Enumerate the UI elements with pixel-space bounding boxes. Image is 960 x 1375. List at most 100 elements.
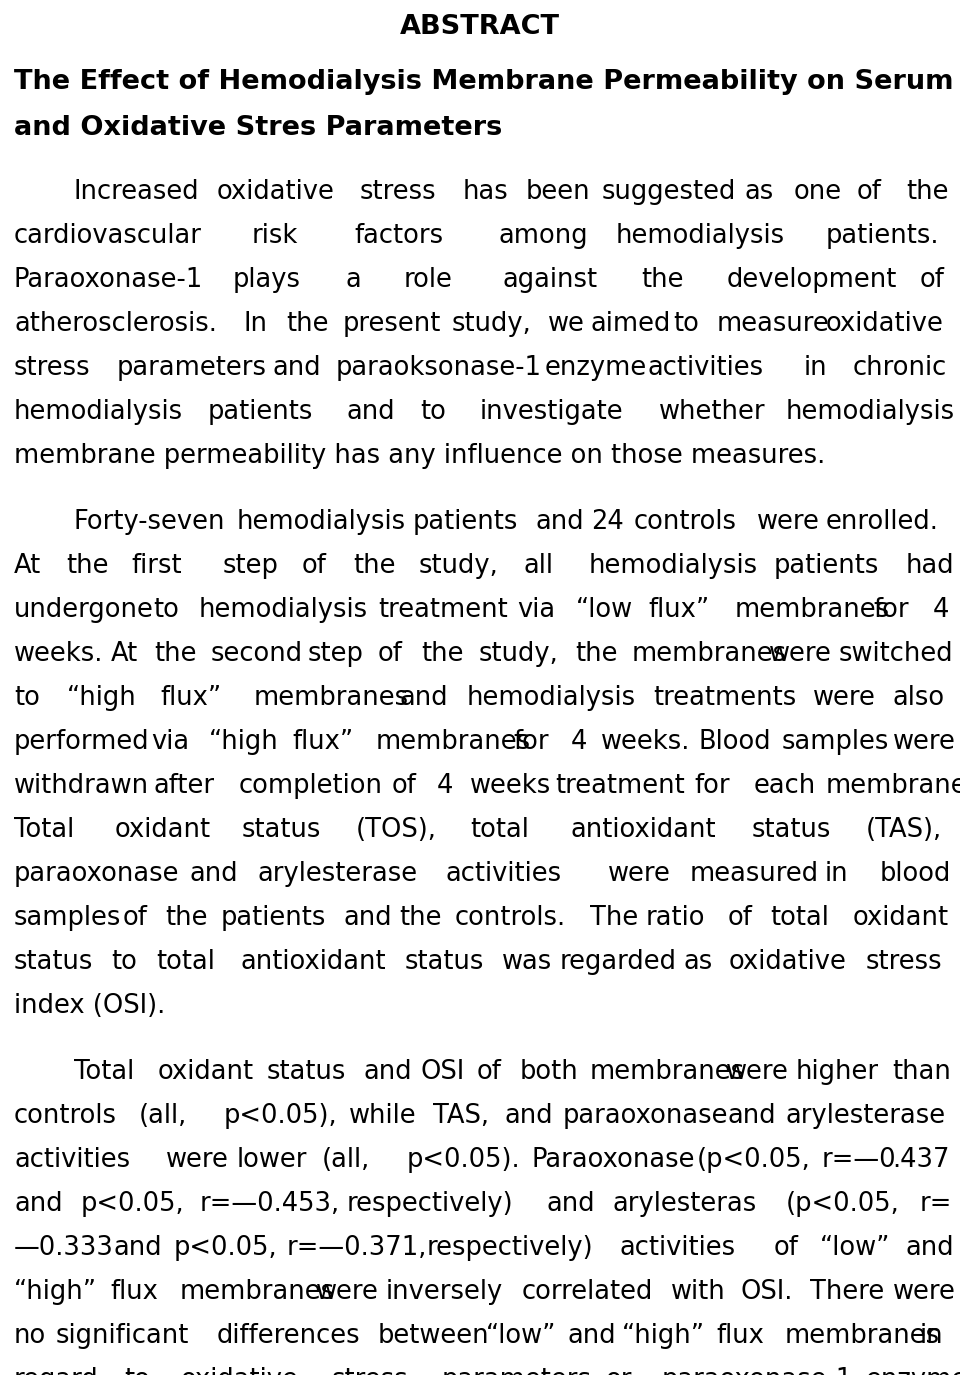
Text: paraoxonase: paraoxonase (14, 861, 180, 887)
Text: stress: stress (14, 355, 90, 381)
Text: r=—0.371,: r=—0.371, (287, 1235, 427, 1261)
Text: controls.: controls. (454, 905, 565, 931)
Text: controls: controls (14, 1103, 117, 1129)
Text: as: as (684, 949, 713, 975)
Text: were: were (893, 1279, 955, 1305)
Text: study,: study, (419, 553, 498, 579)
Text: the: the (641, 267, 684, 293)
Text: suggested: suggested (602, 179, 736, 205)
Text: whether: whether (660, 399, 766, 425)
Text: via: via (517, 597, 556, 623)
Text: to: to (420, 399, 445, 425)
Text: activities: activities (445, 861, 562, 887)
Text: aimed: aimed (590, 311, 671, 337)
Text: antioxidant: antioxidant (571, 817, 716, 843)
Text: membranes: membranes (632, 641, 787, 667)
Text: patients.: patients. (826, 223, 939, 249)
Text: and: and (399, 685, 448, 711)
Text: paraoxonase-1: paraoxonase-1 (662, 1367, 853, 1375)
Text: At: At (110, 641, 138, 667)
Text: “high: “high (208, 729, 278, 755)
Text: the: the (575, 641, 617, 667)
Text: stress: stress (331, 1367, 408, 1375)
Text: the: the (421, 641, 464, 667)
Text: weeks.: weeks. (14, 641, 104, 667)
Text: and: and (505, 1103, 553, 1129)
Text: the: the (155, 641, 197, 667)
Text: membranes: membranes (589, 1059, 745, 1085)
Text: after: after (154, 773, 214, 799)
Text: parameters: parameters (442, 1367, 591, 1375)
Text: each: each (754, 773, 816, 799)
Text: respectively): respectively) (347, 1191, 514, 1217)
Text: Total: Total (74, 1059, 134, 1085)
Text: paraoxonase: paraoxonase (563, 1103, 729, 1129)
Text: membranes: membranes (180, 1279, 335, 1305)
Text: index (OSI).: index (OSI). (14, 993, 165, 1019)
Text: oxidant: oxidant (114, 817, 211, 843)
Text: chronic: chronic (852, 355, 947, 381)
Text: and: and (364, 1059, 412, 1085)
Text: inversely: inversely (385, 1279, 502, 1305)
Text: samples: samples (782, 729, 889, 755)
Text: study,: study, (452, 311, 532, 337)
Text: oxidative: oxidative (217, 179, 335, 205)
Text: enzyme: enzyme (544, 355, 647, 381)
Text: of: of (856, 179, 881, 205)
Text: hemodialysis: hemodialysis (237, 509, 406, 535)
Text: membranes: membranes (734, 597, 890, 623)
Text: the: the (286, 311, 329, 337)
Text: of: of (728, 905, 753, 931)
Text: were: were (726, 1059, 789, 1085)
Text: “low”: “low” (486, 1323, 557, 1349)
Text: (p<0.05,: (p<0.05, (786, 1191, 900, 1217)
Text: and: and (728, 1103, 777, 1129)
Text: Paraoxonase: Paraoxonase (532, 1147, 695, 1173)
Text: treatment: treatment (378, 597, 508, 623)
Text: patients: patients (221, 905, 326, 931)
Text: treatments: treatments (653, 685, 796, 711)
Text: and: and (273, 355, 322, 381)
Text: in: in (804, 355, 827, 381)
Text: membrane permeability has any influence on those measures.: membrane permeability has any influence … (14, 443, 826, 469)
Text: and: and (536, 509, 584, 535)
Text: total: total (156, 949, 215, 975)
Text: first: first (131, 553, 181, 579)
Text: also: also (893, 685, 945, 711)
Text: (p<0.05,: (p<0.05, (696, 1147, 810, 1173)
Text: withdrawn: withdrawn (14, 773, 149, 799)
Text: to: to (154, 597, 180, 623)
Text: risk: risk (252, 223, 298, 249)
Text: factors: factors (355, 223, 444, 249)
Text: 4: 4 (932, 597, 949, 623)
Text: and: and (906, 1235, 954, 1261)
Text: differences: differences (217, 1323, 360, 1349)
Text: to: to (674, 311, 700, 337)
Text: higher: higher (796, 1059, 879, 1085)
Text: status: status (242, 817, 322, 843)
Text: were: were (756, 509, 820, 535)
Text: and: and (347, 399, 396, 425)
Text: in: in (920, 1323, 943, 1349)
Text: activities: activities (14, 1147, 131, 1173)
Text: (TAS),: (TAS), (866, 817, 942, 843)
Text: for: for (694, 773, 730, 799)
Text: via: via (152, 729, 189, 755)
Text: the: the (398, 905, 442, 931)
Text: enrolled.: enrolled. (826, 509, 939, 535)
Text: completion: completion (239, 773, 383, 799)
Text: Forty-seven: Forty-seven (74, 509, 226, 535)
Text: the: the (165, 905, 207, 931)
Text: Paraoxonase-1: Paraoxonase-1 (14, 267, 204, 293)
Text: status: status (267, 1059, 347, 1085)
Text: to: to (124, 1367, 150, 1375)
Text: weeks.: weeks. (601, 729, 690, 755)
Text: Blood: Blood (698, 729, 771, 755)
Text: “high”: “high” (14, 1279, 97, 1305)
Text: and: and (343, 905, 392, 931)
Text: blood: blood (879, 861, 950, 887)
Text: a: a (346, 267, 361, 293)
Text: and: and (189, 861, 238, 887)
Text: were: were (316, 1279, 378, 1305)
Text: for: for (514, 729, 549, 755)
